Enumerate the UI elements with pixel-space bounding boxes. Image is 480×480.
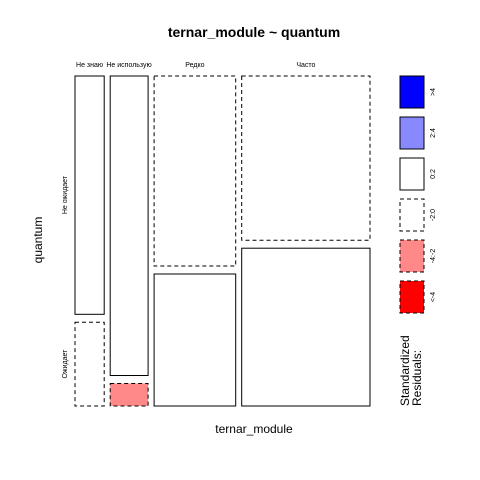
- mosaic-cells: [74, 75, 371, 407]
- legend-label-0: >4: [430, 88, 437, 96]
- legend-swatch-4: [399, 75, 425, 109]
- legend-label-4: -4:-2: [430, 249, 437, 264]
- residual-legend: >4 2:4 0:2 -2:0 -4:-2 <-4 StandardizedResidual…: [398, 75, 437, 406]
- chart-title: ternar_module ~ quantum: [168, 24, 340, 40]
- cell-2-0: [153, 75, 237, 267]
- legend-swatch-2-0: [399, 198, 425, 232]
- legend-swatch-4: [399, 280, 425, 314]
- cell-0-1: [74, 321, 105, 407]
- cell-0-0: [74, 75, 105, 315]
- y-axis-label: quantum: [31, 217, 45, 264]
- legend-label-3: -2:0: [430, 209, 437, 221]
- cell-3-0: [241, 75, 371, 241]
- cell-1-0: [109, 75, 149, 376]
- legend-swatch-0-2: [399, 157, 425, 191]
- x-tick-label-0: Не знаю: [76, 62, 103, 69]
- x-tick-label-2: Редко: [185, 62, 204, 69]
- x-tick-label-1: Не использую: [106, 62, 151, 69]
- cell-2-1: [153, 273, 237, 407]
- legend-label-2: 0:2: [430, 169, 437, 179]
- y-tick-label-1: Ожидает: [62, 349, 69, 379]
- x-category-labels: Не знаю Не использую Редко Часто: [76, 62, 316, 69]
- y-tick-label-0: Не ожидает: [62, 175, 69, 214]
- y-category-labels: Не ожидает Ожидает: [62, 175, 69, 378]
- legend-title-line-0: Standardized: [398, 335, 412, 406]
- cell-3-1: [241, 247, 371, 407]
- legend-label-5: <-4: [430, 292, 437, 302]
- x-tick-label-3: Часто: [296, 62, 315, 69]
- legend-title-line-1: Residuals:: [410, 350, 424, 406]
- legend-label-1: 2:4: [430, 128, 437, 138]
- cell-1-1: [109, 383, 149, 407]
- x-axis-label: ternar_module: [215, 422, 293, 436]
- legend-swatch-4-2: [399, 239, 425, 273]
- legend-swatch-2-4: [399, 116, 425, 150]
